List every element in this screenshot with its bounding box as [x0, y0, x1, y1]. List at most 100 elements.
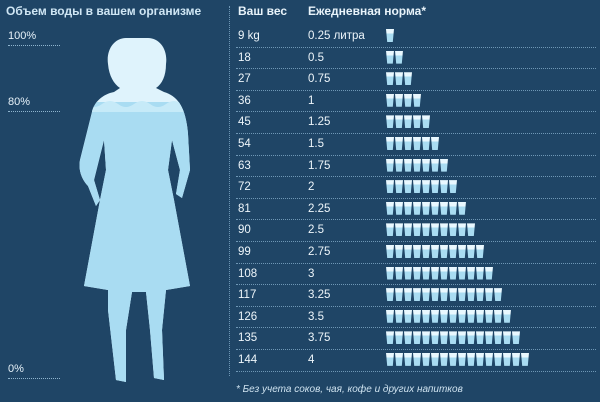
weight-value: 54 — [238, 137, 251, 150]
water-glass-icon — [422, 223, 430, 237]
glass-icons — [386, 331, 520, 345]
table-row: 9 kg 0.25 литра — [236, 26, 596, 48]
glass-icons — [386, 288, 502, 302]
water-glass-icon — [395, 180, 403, 194]
water-glass-icon — [386, 223, 394, 237]
water-glass-icon — [386, 288, 394, 302]
water-glass-icon — [413, 331, 421, 345]
norm-value: 3.75 — [308, 332, 331, 345]
weight-value: 9 kg — [238, 30, 260, 42]
water-glass-icon — [386, 352, 394, 366]
glass-icons — [386, 223, 475, 237]
water-glass-icon — [404, 72, 412, 86]
water-glass-icon — [458, 331, 466, 345]
level-80-line — [8, 111, 60, 112]
water-glass-icon — [431, 136, 439, 150]
water-glass-icon — [449, 288, 457, 302]
water-glass-icon — [458, 223, 466, 237]
water-glass-icon — [485, 331, 493, 345]
water-glass-icon — [476, 288, 484, 302]
glass-icons — [386, 72, 412, 86]
glass-icons — [386, 136, 439, 150]
water-glass-icon — [395, 352, 403, 366]
water-glass-icon — [476, 266, 484, 280]
glass-icons — [386, 266, 493, 280]
norm-value: 2.5 — [308, 224, 324, 237]
glass-icons — [386, 201, 466, 215]
water-glass-icon — [431, 223, 439, 237]
norm-column-header: Ежедневная норма* — [308, 4, 427, 18]
water-glass-icon — [467, 288, 475, 302]
water-glass-icon — [395, 288, 403, 302]
water-glass-icon — [467, 352, 475, 366]
water-glass-icon — [404, 223, 412, 237]
water-glass-icon — [485, 309, 493, 323]
water-glass-icon — [440, 180, 448, 194]
norm-value: 2 — [308, 181, 315, 194]
weight-value: 81 — [238, 202, 251, 215]
table-row: 81 2.25 — [236, 199, 596, 221]
water-glass-icon — [386, 266, 394, 280]
water-glass-icon — [494, 331, 502, 345]
water-glass-icon — [485, 266, 493, 280]
water-glass-icon — [467, 331, 475, 345]
weight-value: 108 — [238, 267, 258, 280]
water-glass-icon — [467, 266, 475, 280]
water-glass-icon — [503, 309, 511, 323]
woman-silhouette-illustration — [79, 38, 190, 382]
water-glass-icon — [413, 352, 421, 366]
weight-value: 45 — [238, 116, 251, 129]
norm-value: 4 — [308, 353, 315, 366]
water-glass-icon — [395, 50, 403, 64]
water-glass-icon — [413, 223, 421, 237]
weight-value: 18 — [238, 51, 251, 64]
water-glass-icon — [476, 244, 484, 258]
water-glass-icon — [449, 309, 457, 323]
water-glass-icon — [431, 331, 439, 345]
water-glass-icon — [467, 244, 475, 258]
weight-value: 36 — [238, 94, 251, 107]
weight-value: 135 — [238, 332, 258, 345]
water-glass-icon — [512, 331, 520, 345]
water-glass-icon — [395, 331, 403, 345]
water-glass-icon — [386, 115, 394, 129]
water-glass-icon — [404, 244, 412, 258]
norm-value: 1 — [308, 94, 315, 107]
norm-value: 3.5 — [308, 310, 324, 323]
water-glass-icon — [503, 331, 511, 345]
water-glass-icon — [422, 158, 430, 172]
weight-value: 144 — [238, 353, 258, 366]
water-glass-icon — [431, 266, 439, 280]
water-glass-icon — [422, 115, 430, 129]
weight-value: 90 — [238, 224, 251, 237]
water-glass-icon — [404, 352, 412, 366]
water-glass-icon — [476, 331, 484, 345]
water-glass-icon — [440, 331, 448, 345]
water-glass-icon — [395, 93, 403, 107]
water-glass-icon — [431, 244, 439, 258]
water-glass-icon — [440, 158, 448, 172]
water-glass-icon — [440, 288, 448, 302]
footnote: * Без учета соков, чая, кофе и других на… — [236, 384, 463, 395]
level-100-line — [8, 45, 60, 46]
water-glass-icon — [431, 180, 439, 194]
water-glass-icon — [413, 180, 421, 194]
table-row: 117 3.25 — [236, 285, 596, 307]
norm-value: 2.25 — [308, 202, 331, 215]
water-glass-icon — [467, 223, 475, 237]
water-glass-icon — [422, 136, 430, 150]
water-glass-icon — [494, 288, 502, 302]
water-glass-icon — [386, 158, 394, 172]
water-glass-icon — [449, 244, 457, 258]
level-0-line — [8, 378, 60, 379]
water-glass-icon — [467, 309, 475, 323]
glass-icons — [386, 352, 529, 366]
water-glass-icon — [395, 115, 403, 129]
water-glass-icon — [386, 50, 394, 64]
water-glass-icon — [422, 352, 430, 366]
water-glass-icon — [404, 288, 412, 302]
table-row: 99 2.75 — [236, 242, 596, 264]
water-glass-icon — [422, 180, 430, 194]
water-glass-icon — [476, 352, 484, 366]
water-glass-icon — [404, 180, 412, 194]
